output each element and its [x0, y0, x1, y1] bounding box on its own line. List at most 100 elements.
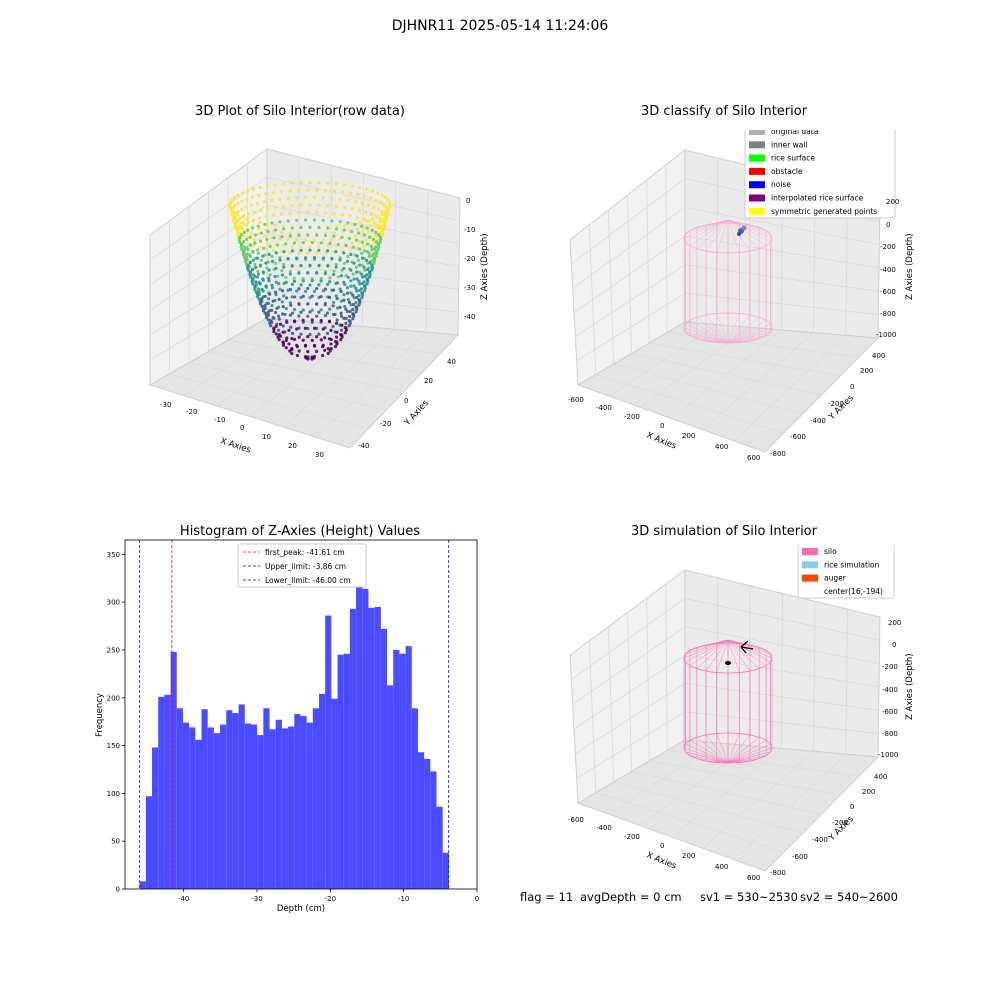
legend-swatch: [802, 548, 818, 555]
x-tick-label: -20: [325, 895, 336, 903]
scatter-point: [253, 262, 257, 266]
scatter-point: [317, 310, 321, 314]
scatter-point: [370, 265, 375, 270]
scatter-point: [384, 217, 389, 221]
scatter-point: [380, 233, 384, 237]
scatter-point: [287, 328, 291, 332]
histogram-bar: [356, 556, 363, 889]
scatter-point: [335, 297, 339, 301]
scatter-point: [377, 245, 381, 249]
x-tick-label: 0: [475, 895, 479, 903]
histogram-y-ticks: 0 50 100 150 200 250 300 350: [107, 551, 125, 894]
scatter-point: [323, 303, 327, 307]
scatter-point: [297, 271, 301, 275]
scatter-point: [382, 202, 386, 207]
scatter-point: [256, 272, 261, 276]
scatter-point: [257, 245, 261, 250]
scatter-point: [323, 211, 328, 215]
silo-roof-line: [685, 219, 729, 243]
scatter-point: [371, 237, 376, 241]
scatter-point: [332, 189, 336, 193]
scatter-point: [239, 233, 244, 237]
scatter-point: [368, 272, 372, 277]
scatter-point: [292, 279, 297, 283]
silo-floor-line: [716, 733, 729, 763]
avg-depth-text: avgDepth = 0 cm: [580, 890, 682, 904]
scatter-point: [306, 314, 310, 318]
scatter-point: [303, 289, 308, 293]
scatter-point: [267, 279, 271, 283]
silo-roof-line: [716, 219, 729, 253]
scatter-point: [330, 219, 334, 223]
scatter-point: [263, 304, 267, 308]
legend-label: interpolated rice surface: [771, 194, 864, 203]
scatter-point: [351, 272, 355, 276]
scatter-point: [360, 224, 364, 228]
scatter-point: [266, 311, 270, 315]
scatter-point: [315, 302, 319, 306]
scatter-point: [315, 271, 319, 275]
scatter-point: [347, 319, 351, 323]
scatter-point: [326, 203, 330, 208]
scatter-point: [246, 228, 250, 232]
scatter-point: [270, 221, 274, 225]
scatter-point: [365, 226, 369, 230]
scatter-point: [347, 314, 352, 319]
scatter-point: [289, 303, 293, 307]
sim-ytick: 0: [850, 803, 854, 811]
raw-xtick: -20: [186, 408, 197, 416]
legend-label: rice simulation: [824, 560, 880, 569]
silo-floor-line: [696, 338, 729, 343]
cls-xlabel: X Axies: [645, 431, 678, 452]
histogram-bar: [238, 704, 245, 889]
scatter-point: [367, 219, 371, 223]
scatter-point: [357, 239, 362, 244]
scatter-point: [372, 256, 376, 260]
scatter-point: [365, 261, 370, 265]
scatter-point: [350, 207, 354, 211]
scatter-point: [287, 342, 291, 346]
cls-ztick: 200: [886, 198, 899, 206]
scatter-point: [248, 272, 252, 277]
sim-ytick: 400: [874, 773, 887, 781]
scatter-point: [344, 328, 349, 332]
histogram-bar: [244, 723, 251, 889]
scatter-point: [285, 336, 289, 340]
scatter-point: [286, 237, 290, 242]
y-tick-label: 0: [116, 886, 120, 894]
scatter-point: [340, 335, 344, 339]
scatter-point: [278, 197, 282, 201]
scatter-point: [378, 240, 382, 244]
scatter-point: [250, 195, 254, 199]
scatter-point: [308, 225, 312, 230]
scatter-point: [357, 298, 361, 302]
silo-roof-line: [727, 639, 767, 651]
scatter-point: [236, 209, 240, 214]
scatter-point: [382, 212, 387, 216]
scatter-point: [251, 218, 255, 222]
scatter-point: [306, 326, 310, 331]
scatter-point: [275, 306, 279, 310]
legend-swatch: [749, 154, 765, 162]
histogram-bar: [424, 758, 431, 889]
scatter-point: [320, 345, 325, 349]
scatter-point: [245, 197, 249, 201]
scatter-point: [351, 293, 355, 297]
silo-roof-line: [696, 639, 729, 669]
legend-label: center(16,-194): [824, 587, 883, 596]
scatter-point: [273, 274, 277, 279]
scatter-point: [301, 308, 305, 312]
scatter-point: [323, 314, 327, 318]
simulation-legend: [797, 545, 895, 599]
scatter-point: [332, 288, 336, 292]
silo-roof-line: [705, 639, 729, 672]
silo-floor-line: [716, 313, 729, 343]
scatter-point: [284, 346, 288, 350]
histogram-ylabel: Frequency: [95, 693, 105, 737]
scatter-point: [376, 191, 380, 195]
scatter-point: [374, 198, 378, 202]
scatter-point: [310, 279, 314, 283]
scatter-point: [383, 196, 388, 200]
scatter-point: [308, 181, 312, 185]
